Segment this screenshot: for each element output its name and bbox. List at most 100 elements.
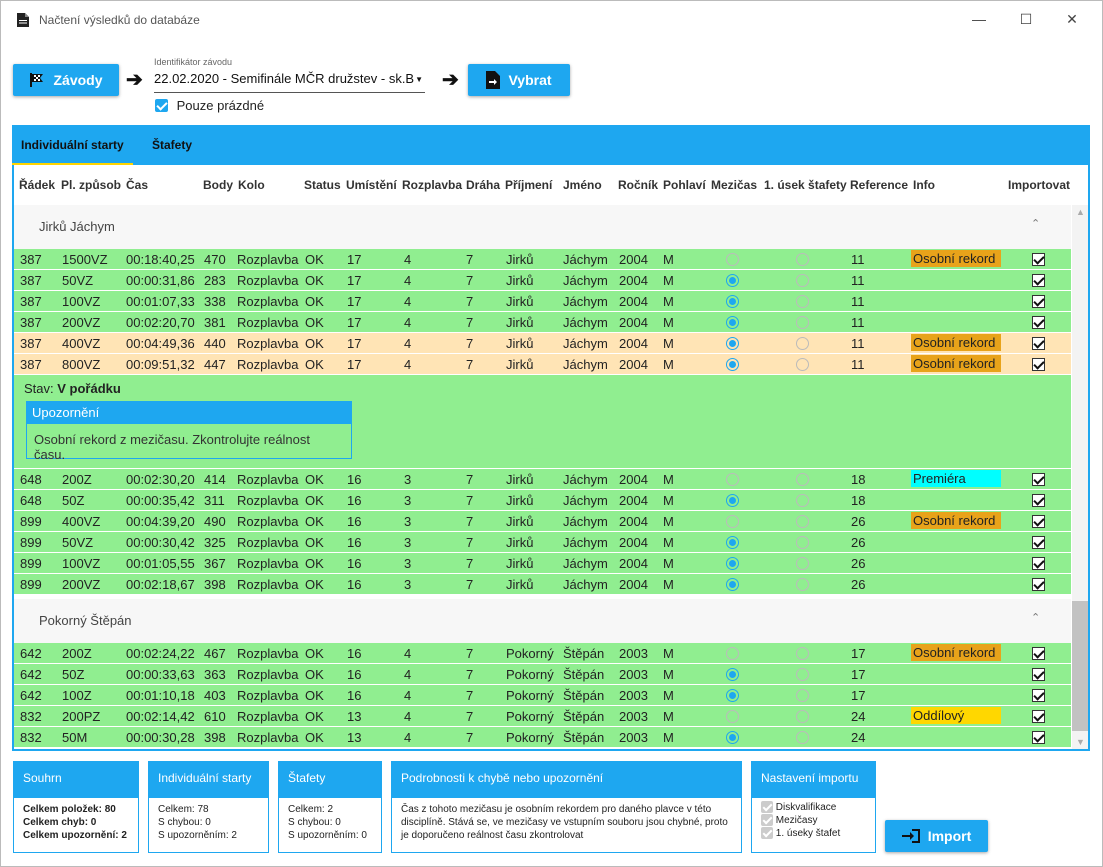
col-header[interactable]: Importovat — [1008, 178, 1071, 192]
col-header[interactable]: Rozplavba — [402, 178, 463, 192]
table-row[interactable]: 832 50M 00:00:30,28 398 Rozplavba OK 13 4 7 Pokor… — [14, 727, 1071, 748]
table-row[interactable]: 642 200Z 00:02:24,22 467 Rozplavba OK 16 4 7 Poko… — [14, 643, 1071, 664]
relay-leg-radio[interactable] — [796, 316, 809, 329]
relay-leg-radio[interactable] — [796, 337, 809, 350]
split-radio[interactable] — [726, 253, 739, 266]
split-radio[interactable] — [726, 337, 739, 350]
vertical-scrollbar[interactable]: ▲ ▼ — [1072, 205, 1088, 749]
import-checkbox[interactable] — [1032, 557, 1045, 570]
relay-leg-radio[interactable] — [796, 253, 809, 266]
table-row[interactable]: 387 800VZ 00:09:51,32 447 Rozplavba OK 17 4 7 Jir… — [14, 354, 1071, 375]
relay-leg-radio[interactable] — [796, 647, 809, 660]
split-radio[interactable] — [726, 515, 739, 528]
import-checkbox[interactable] — [1032, 358, 1045, 371]
col-header[interactable]: Umístění — [346, 178, 397, 192]
relay-leg-radio[interactable] — [796, 515, 809, 528]
col-header[interactable]: Info — [913, 178, 935, 192]
split-radio[interactable] — [726, 647, 739, 660]
import-checkbox[interactable] — [1032, 295, 1045, 308]
col-header[interactable]: Kolo — [238, 178, 265, 192]
col-header[interactable]: Body — [203, 178, 233, 192]
group-header[interactable]: Jirků Jáchym ⌃ — [14, 205, 1071, 249]
import-checkbox[interactable] — [1032, 337, 1045, 350]
table-row[interactable]: 642 100Z 00:01:10,18 403 Rozplavba OK 16 4 7 Poko… — [14, 685, 1071, 706]
table-row[interactable]: 387 1500VZ 00:18:40,25 470 Rozplavba OK 17 4 7 Ji… — [14, 249, 1071, 270]
split-radio[interactable] — [726, 473, 739, 486]
import-checkbox[interactable] — [1032, 668, 1045, 681]
split-radio[interactable] — [726, 578, 739, 591]
import-checkbox[interactable] — [1032, 515, 1045, 528]
split-radio[interactable] — [726, 316, 739, 329]
import-button[interactable]: Import — [885, 820, 988, 852]
relay-leg-radio[interactable] — [796, 358, 809, 371]
relay-leg-radio[interactable] — [796, 295, 809, 308]
col-header[interactable]: Řádek — [19, 178, 56, 192]
table-row[interactable]: 642 50Z 00:00:33,63 363 Rozplavba OK 16 4 7 Pokor… — [14, 664, 1071, 685]
import-checkbox[interactable] — [1032, 494, 1045, 507]
col-header[interactable]: Ročník — [618, 178, 659, 192]
table-row[interactable]: 648 50Z 00:00:35,42 311 Rozplavba OK 16 3 7 Jirků… — [14, 490, 1071, 511]
col-header[interactable]: Pl. způsob — [61, 178, 121, 192]
col-header[interactable]: Jméno — [563, 178, 602, 192]
import-checkbox[interactable] — [1032, 253, 1045, 266]
import-checkbox[interactable] — [1032, 689, 1045, 702]
col-header[interactable]: Dráha — [466, 178, 501, 192]
col-header[interactable]: Status — [304, 178, 341, 192]
relay-leg-radio[interactable] — [796, 473, 809, 486]
split-radio[interactable] — [726, 557, 739, 570]
import-checkbox[interactable] — [1032, 578, 1045, 591]
split-radio[interactable] — [726, 668, 739, 681]
import-checkbox[interactable] — [1032, 316, 1045, 329]
table-row[interactable]: 387 400VZ 00:04:49,36 440 Rozplavba OK 17 4 7 Jir… — [14, 333, 1071, 354]
only-empty-checkbox[interactable]: Pouze prázdné — [155, 97, 264, 113]
col-header[interactable]: 1. úsek štafety — [764, 178, 847, 192]
import-checkbox[interactable] — [1032, 473, 1045, 486]
scroll-up-icon[interactable]: ▲ — [1076, 207, 1085, 217]
chevron-up-icon[interactable]: ⌃ — [1031, 218, 1041, 230]
table-row[interactable]: 899 200VZ 00:02:18,67 398 Rozplavba OK 16 3 7 Jir… — [14, 574, 1071, 595]
race-select[interactable]: 22.02.2020 - Semifinále MČR družstev - s… — [154, 71, 425, 93]
split-radio[interactable] — [726, 494, 739, 507]
split-radio[interactable] — [726, 536, 739, 549]
import-checkbox[interactable] — [1032, 647, 1045, 660]
minimize-icon[interactable]: — — [972, 11, 986, 27]
vybrat-button[interactable]: Vybrat — [468, 64, 570, 96]
split-radio[interactable] — [726, 295, 739, 308]
table-row[interactable]: 387 200VZ 00:02:20,70 381 Rozplavba OK 17 4 7 Jir… — [14, 312, 1071, 333]
split-radio[interactable] — [726, 710, 739, 723]
relay-leg-radio[interactable] — [796, 689, 809, 702]
relay-leg-radio[interactable] — [796, 710, 809, 723]
split-radio[interactable] — [726, 358, 739, 371]
split-radio[interactable] — [726, 731, 739, 744]
table-row[interactable]: 899 100VZ 00:01:05,55 367 Rozplavba OK 16 3 7 Jir… — [14, 553, 1071, 574]
tab-individual[interactable]: Individuální starty — [12, 125, 133, 165]
maximize-icon[interactable]: ☐ — [1019, 11, 1033, 27]
split-radio[interactable] — [726, 274, 739, 287]
col-header[interactable]: Pohlaví — [663, 178, 706, 192]
split-radio[interactable] — [726, 689, 739, 702]
import-checkbox[interactable] — [1032, 536, 1045, 549]
relay-leg-radio[interactable] — [796, 557, 809, 570]
zavody-button[interactable]: Závody — [13, 64, 119, 96]
group-header[interactable]: Pokorný Štěpán ⌃ — [14, 599, 1071, 643]
relay-leg-radio[interactable] — [796, 494, 809, 507]
close-icon[interactable]: ✕ — [1066, 11, 1078, 27]
tab-relays[interactable]: Štafety — [152, 138, 193, 152]
import-checkbox[interactable] — [1032, 274, 1045, 287]
table-row[interactable]: 387 100VZ 00:01:07,33 338 Rozplavba OK 17 4 7 Jir… — [14, 291, 1071, 312]
scroll-down-icon[interactable]: ▼ — [1076, 737, 1085, 747]
scroll-thumb[interactable] — [1072, 601, 1088, 731]
relay-leg-radio[interactable] — [796, 668, 809, 681]
table-row[interactable]: 387 50VZ 00:00:31,86 283 Rozplavba OK 17 4 7 Jirk… — [14, 270, 1071, 291]
relay-leg-radio[interactable] — [796, 536, 809, 549]
col-header[interactable]: Čas — [126, 178, 149, 192]
table-row[interactable]: 899 400VZ 00:04:39,20 490 Rozplavba OK 16 3 7 Jir… — [14, 511, 1071, 532]
relay-leg-radio[interactable] — [796, 578, 809, 591]
import-checkbox[interactable] — [1032, 710, 1045, 723]
table-row[interactable]: 832 200PZ 00:02:14,42 610 Rozplavba OK 13 4 7 Pok… — [14, 706, 1071, 740]
relay-leg-radio[interactable] — [796, 274, 809, 287]
col-header[interactable]: Příjmení — [505, 178, 553, 192]
table-row[interactable]: 648 200Z 00:02:30,20 414 Rozplavba OK 16 3 7 Jirk… — [14, 469, 1071, 490]
table-row[interactable]: 899 50VZ 00:00:30,42 325 Rozplavba OK 16 3 7 Jirk… — [14, 532, 1071, 553]
chevron-up-icon[interactable]: ⌃ — [1031, 612, 1041, 624]
